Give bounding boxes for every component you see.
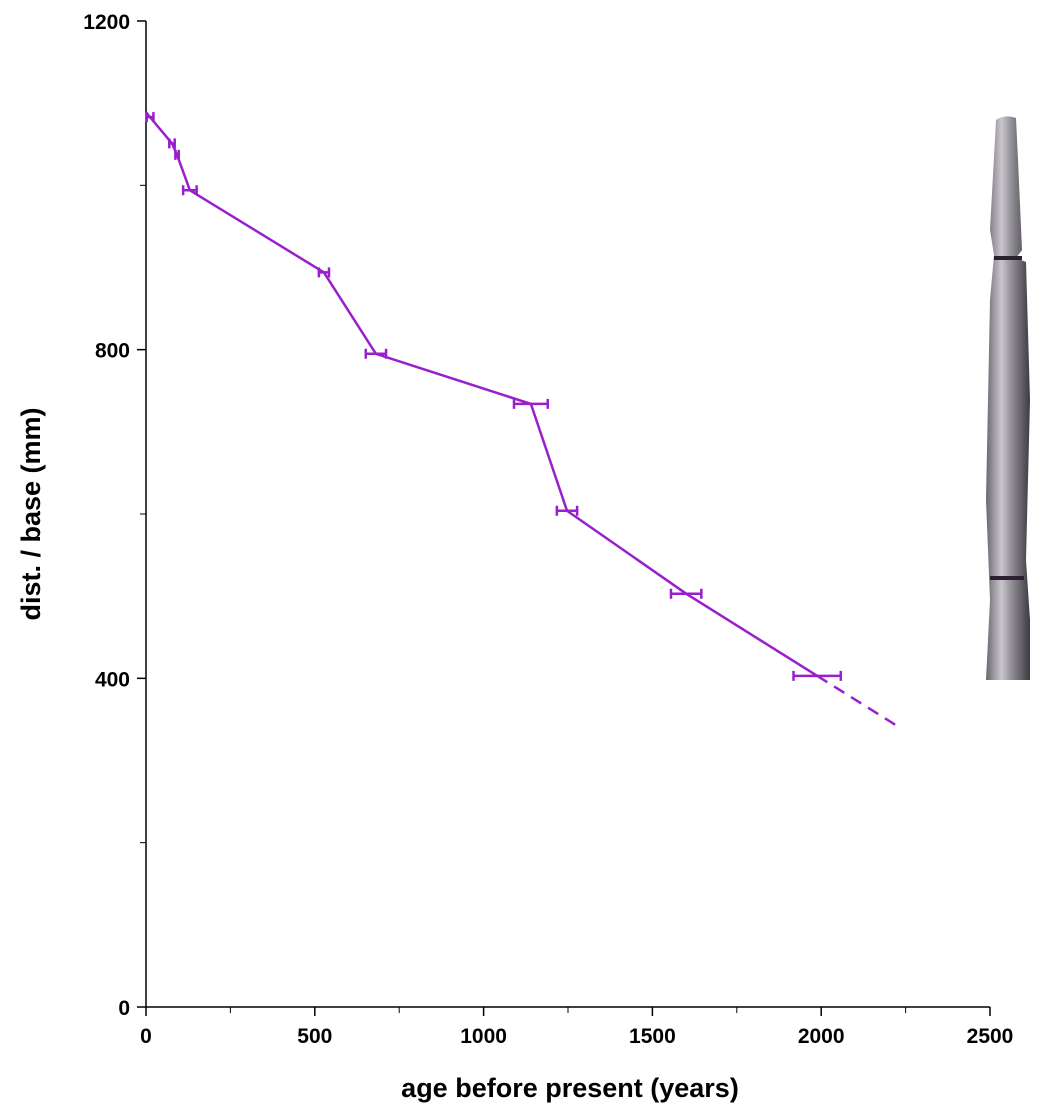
error-bar xyxy=(181,185,198,196)
x-axis-label: age before present (years) xyxy=(401,1073,739,1103)
x-tick-label: 1000 xyxy=(460,1025,507,1048)
error-bar xyxy=(168,138,176,149)
error-bar xyxy=(317,267,331,278)
y-tick-label: 0 xyxy=(118,997,130,1020)
line xyxy=(145,111,818,677)
y-axis-label: dist. / base (mm) xyxy=(16,407,46,620)
x-tick-label: 2000 xyxy=(798,1025,845,1048)
x-tick-label: 2500 xyxy=(967,1025,1014,1048)
error-bar xyxy=(669,588,703,599)
error-bar xyxy=(555,505,579,516)
x-tick-label: 500 xyxy=(297,1025,332,1048)
x-tick-label: 0 xyxy=(140,1025,152,1048)
error-bar xyxy=(145,112,155,123)
error-bar xyxy=(174,149,180,160)
line xyxy=(816,674,901,729)
x-tick-label: 1500 xyxy=(629,1025,676,1048)
stalagmite-photo xyxy=(986,116,1030,680)
error-bar xyxy=(792,670,843,681)
y-tick-label: 800 xyxy=(95,340,130,363)
y-tick-label: 400 xyxy=(95,668,130,691)
error-bar xyxy=(512,398,549,409)
y-tick-label: 1200 xyxy=(83,11,130,34)
error-bar xyxy=(364,348,388,359)
